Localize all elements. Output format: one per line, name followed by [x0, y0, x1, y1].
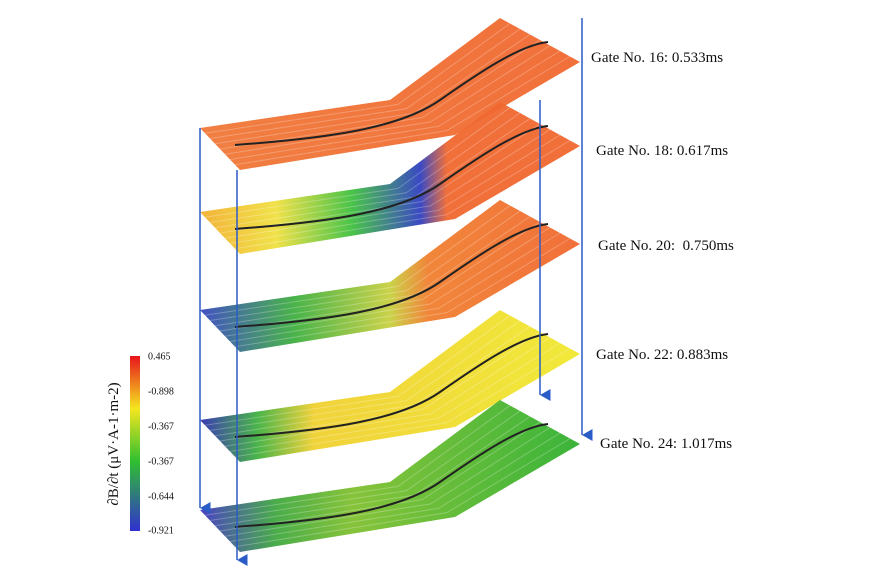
stripe [422, 221, 541, 300]
colorbar-tick: -0.921 [148, 525, 174, 536]
stripe [397, 315, 511, 397]
colorbar-tick: -0.367 [148, 456, 174, 467]
pipeline [234, 333, 549, 438]
pipeline [234, 41, 549, 146]
stripe [234, 312, 447, 348]
slab [200, 102, 580, 254]
stripe [446, 438, 571, 514]
stripe [214, 294, 415, 327]
stripe [430, 45, 551, 123]
stripe [414, 216, 531, 296]
stripe [414, 34, 531, 114]
arrows [199, 18, 593, 566]
stripe [446, 238, 571, 314]
stripe [214, 112, 415, 145]
stripe [414, 416, 531, 496]
colorbar-tick: -0.898 [148, 386, 174, 397]
colorbar-tick: -0.644 [148, 491, 174, 502]
colorbar-tick: -0.367 [148, 421, 174, 432]
pipeline [234, 423, 549, 528]
stripe [229, 125, 439, 160]
stripe [430, 129, 551, 207]
stripe [430, 337, 551, 415]
stripe [414, 326, 531, 406]
stripe [224, 413, 431, 447]
stripe [405, 320, 521, 402]
gate-label: Gate No. 24: 1.017ms [600, 436, 732, 452]
stripe [234, 214, 447, 250]
pipeline [234, 223, 549, 328]
stripe [438, 50, 561, 127]
stripe [430, 227, 551, 305]
stripe [234, 422, 447, 458]
gate-label: Gate No. 18: 0.617ms [596, 143, 728, 159]
stripe [229, 507, 439, 542]
stripe [214, 196, 415, 229]
slab [200, 18, 580, 170]
pipeline [234, 125, 549, 230]
stripe [422, 123, 541, 202]
stripe [224, 205, 431, 239]
stripe [204, 103, 399, 134]
stripe [234, 512, 447, 548]
stripe [229, 417, 439, 452]
slab [200, 400, 580, 552]
stripe [405, 210, 521, 292]
stripe [438, 432, 561, 509]
stripe [405, 28, 521, 110]
stripe [405, 112, 521, 194]
stripe [224, 503, 431, 537]
colorbar-tick: 0.465 [148, 351, 171, 362]
stripe [209, 192, 407, 223]
stripe [209, 490, 407, 521]
stripe [214, 404, 415, 437]
stripe [414, 118, 531, 198]
stripe [430, 427, 551, 505]
slab [200, 200, 580, 352]
stripe [446, 348, 571, 424]
stripe [209, 108, 407, 139]
stripe [224, 303, 431, 337]
stripe [446, 140, 571, 216]
stripe [422, 39, 541, 118]
stripe [229, 209, 439, 244]
stripe [397, 107, 511, 189]
slab [200, 310, 580, 462]
stripe [224, 121, 431, 155]
colorbar [130, 356, 140, 531]
stripe [209, 290, 407, 321]
gate-label: Gate No. 16: 0.533ms [591, 50, 723, 66]
stripe [397, 23, 511, 105]
stripe [397, 405, 511, 487]
stripe [234, 130, 447, 166]
slabs [200, 18, 580, 552]
stripe [214, 494, 415, 527]
stripe [422, 331, 541, 410]
gate-label: Gate No. 22: 0.883ms [596, 347, 728, 363]
stripe [397, 205, 511, 287]
gate-label: Gate No. 20: 0.750ms [598, 238, 734, 254]
stripe [209, 400, 407, 431]
stripe [405, 410, 521, 492]
colorbar-title: ∂B/∂t (μV·A-1·m-2) [106, 382, 122, 505]
stripe [422, 421, 541, 500]
stripe [446, 56, 571, 132]
stripe [229, 307, 439, 342]
